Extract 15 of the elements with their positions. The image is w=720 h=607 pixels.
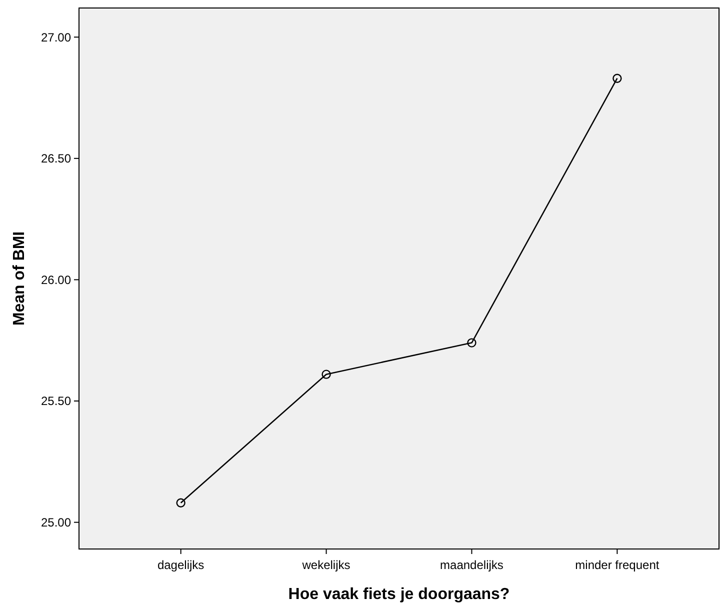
x-tick-label: minder frequent — [575, 558, 660, 572]
x-axis-title: Hoe vaak fiets je doorgaans? — [288, 586, 510, 603]
point — [322, 370, 331, 379]
point — [612, 74, 622, 83]
y-tick-label: 26.00 — [40, 272, 72, 287]
y-tick-label: 27.00 — [40, 30, 72, 44]
point — [467, 338, 476, 348]
x-tick-label: wekelijks — [301, 558, 350, 572]
x-tick-label: dagelijks — [157, 558, 204, 572]
y-axis-title: Mean of BMI — [11, 231, 28, 326]
x-tick-label: maandelijks — [440, 558, 504, 572]
y-tick-label: 25.50 — [40, 394, 72, 408]
point — [176, 498, 186, 508]
y-tick-label: 26.50 — [40, 152, 72, 166]
y-tick-label: 25.00 — [40, 516, 72, 530]
